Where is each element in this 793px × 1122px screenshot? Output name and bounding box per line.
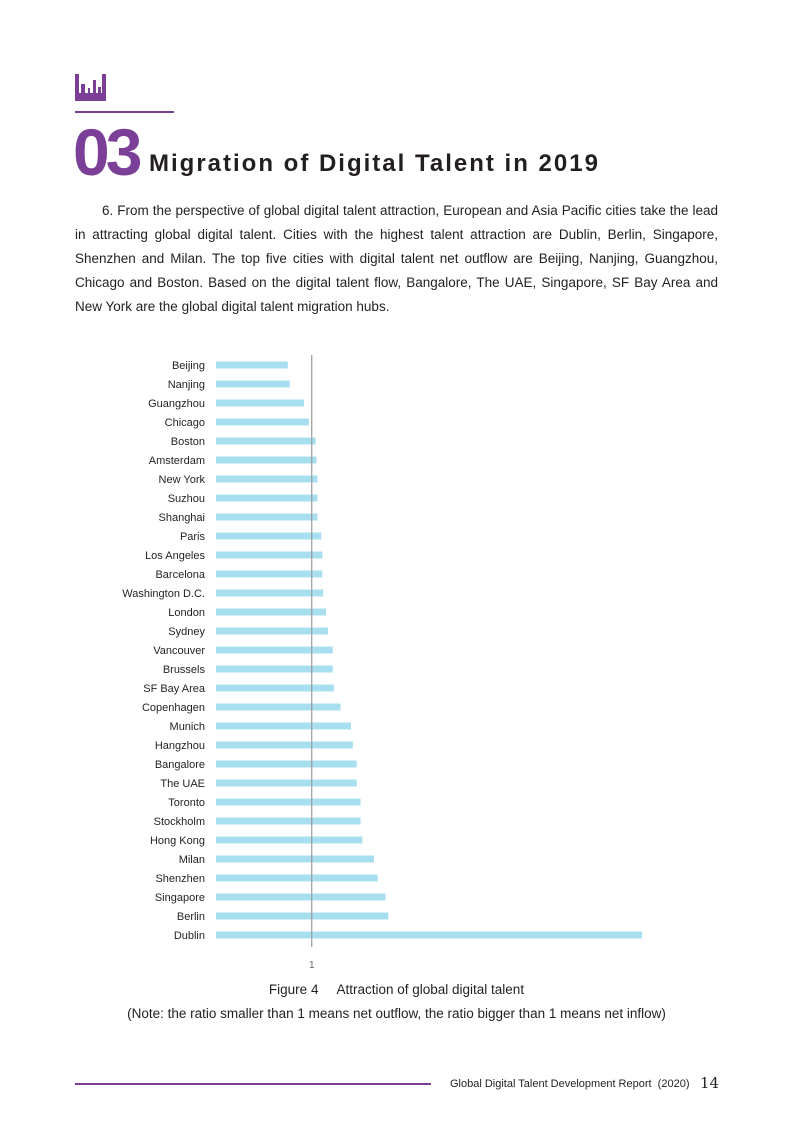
category-label-london: London bbox=[168, 607, 205, 619]
category-label-brussels: Brussels bbox=[163, 664, 206, 676]
category-label-hong-kong: Hong Kong bbox=[150, 835, 205, 847]
category-label-toronto: Toronto bbox=[168, 797, 205, 809]
category-label-chicago: Chicago bbox=[165, 417, 205, 429]
category-label-hangzhou: Hangzhou bbox=[155, 740, 205, 752]
category-label-barcelona: Barcelona bbox=[155, 569, 205, 581]
bar-dublin bbox=[216, 931, 642, 939]
title-rule bbox=[75, 111, 174, 113]
bar-guangzhou bbox=[216, 399, 305, 407]
x-tick-group: 1 bbox=[309, 960, 315, 970]
bar-bangalore bbox=[216, 760, 357, 768]
category-label-sf-bay-area: SF Bay Area bbox=[143, 683, 206, 695]
category-label-group: Beijing Nanjing Guangzhou Chicago Boston Amst… bbox=[122, 360, 206, 942]
bar-hangzhou bbox=[216, 741, 353, 749]
skyline-logo-icon bbox=[75, 74, 106, 101]
bar-vancouver bbox=[216, 646, 333, 654]
category-label-washington-d-c: Washington D.C. bbox=[122, 588, 205, 600]
category-label-bangalore: Bangalore bbox=[155, 759, 205, 771]
bar-london bbox=[216, 608, 327, 616]
bar-munich bbox=[216, 722, 351, 730]
bar-the-uae bbox=[216, 779, 357, 787]
bar-copenhagen bbox=[216, 703, 341, 711]
footer-report-title: Global Digital Talent Development Report… bbox=[450, 1078, 690, 1090]
bar-sydney bbox=[216, 627, 329, 635]
footer-rule bbox=[75, 1083, 431, 1085]
category-label-boston: Boston bbox=[171, 436, 205, 448]
figure-note: (Note: the ratio smaller than 1 means ne… bbox=[127, 1006, 666, 1021]
page-title: Migration of Digital Talent in 2019 bbox=[149, 150, 600, 177]
bar-nanjing bbox=[216, 380, 290, 388]
section-number: 03 bbox=[73, 115, 142, 189]
category-label-singapore: Singapore bbox=[155, 892, 205, 904]
bar-boston bbox=[216, 437, 316, 445]
bar-chicago bbox=[216, 418, 309, 426]
category-label-nanjing: Nanjing bbox=[168, 379, 205, 391]
category-label-suzhou: Suzhou bbox=[168, 493, 205, 505]
bar-sf-bay-area bbox=[216, 684, 334, 692]
bar-paris bbox=[216, 532, 322, 540]
category-label-berlin: Berlin bbox=[177, 911, 205, 923]
category-label-the-uae: The UAE bbox=[160, 778, 205, 790]
category-label-sydney: Sydney bbox=[168, 626, 205, 638]
category-label-copenhagen: Copenhagen bbox=[142, 702, 205, 714]
bar-stockholm bbox=[216, 817, 361, 825]
intro-paragraph: 6. From the perspective of global digita… bbox=[75, 203, 718, 314]
bar-milan bbox=[216, 855, 374, 863]
bar-new-york bbox=[216, 475, 318, 483]
x-tick-label: 1 bbox=[309, 960, 315, 970]
bar-singapore bbox=[216, 893, 386, 901]
page-number: 14 bbox=[700, 1074, 720, 1092]
bar-hong-kong bbox=[216, 836, 363, 844]
category-label-paris: Paris bbox=[180, 531, 206, 543]
bar-beijing bbox=[216, 361, 288, 369]
category-label-shanghai: Shanghai bbox=[159, 512, 206, 524]
bar-shanghai bbox=[216, 513, 318, 521]
bar-barcelona bbox=[216, 570, 323, 578]
category-label-milan: Milan bbox=[179, 854, 205, 866]
category-label-guangzhou: Guangzhou bbox=[148, 398, 205, 410]
bar-group bbox=[216, 361, 642, 939]
bar-toronto bbox=[216, 798, 361, 806]
category-label-shenzhen: Shenzhen bbox=[155, 873, 205, 885]
category-label-beijing: Beijing bbox=[172, 360, 205, 372]
category-label-los-angeles: Los Angeles bbox=[145, 550, 205, 562]
bar-amsterdam bbox=[216, 456, 317, 464]
category-label-stockholm: Stockholm bbox=[154, 816, 205, 828]
bar-berlin bbox=[216, 912, 389, 920]
category-label-munich: Munich bbox=[170, 721, 205, 733]
category-label-amsterdam: Amsterdam bbox=[149, 455, 205, 467]
figure-caption: Figure 4 Attraction of global digital ta… bbox=[268, 982, 525, 997]
talent-attraction-chart: Beijing Nanjing Guangzhou Chicago Boston Amst… bbox=[122, 355, 642, 970]
bar-los-angeles bbox=[216, 551, 323, 559]
bar-shenzhen bbox=[216, 874, 378, 882]
category-label-dublin: Dublin bbox=[174, 930, 205, 942]
bar-washington-d-c bbox=[216, 589, 324, 597]
bar-suzhou bbox=[216, 494, 318, 502]
bar-brussels bbox=[216, 665, 333, 673]
category-label-new-york: New York bbox=[159, 474, 206, 486]
category-label-vancouver: Vancouver bbox=[153, 645, 205, 657]
